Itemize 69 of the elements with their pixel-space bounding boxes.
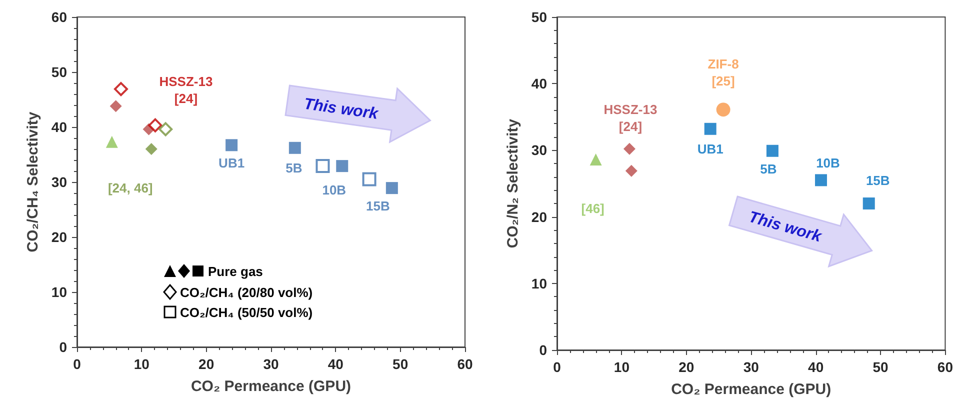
x-tick-label: 10 [134,356,150,372]
point [814,174,826,186]
y-tick-label: 20 [51,229,68,245]
series-label: HSSZ-13 [24] [603,102,657,134]
point [226,139,238,152]
x-tick-label: 40 [808,359,824,375]
y-axis-title: CO₂/N₂ Selectivity [504,118,522,248]
y-tick-label: 40 [530,76,547,92]
y-tick-label: 30 [51,174,68,190]
series-label: ZIF-8 [25] [707,56,738,89]
series-label: 15B [366,198,390,214]
annotation: Pure gas [208,264,263,279]
annotation: This work [746,208,824,246]
point [316,159,330,174]
x-axis-title: CO₂ Permeance (GPU) [190,378,352,395]
point [106,136,118,148]
x-tick-label: 60 [457,356,473,372]
annotation: CO₂/CH₄ (50/50 vol%) [180,305,313,320]
x-axis-title: CO₂ Permeance (GPU) [670,381,831,398]
point [622,142,635,155]
series-label: 15B [865,172,890,188]
point [158,122,173,136]
series-label: [24, 46] [108,180,153,196]
point [704,122,716,135]
point [716,102,730,117]
point [336,160,348,172]
x-tick-label: 0 [552,359,561,375]
point [589,154,602,166]
y-tick-label: 20 [530,208,547,225]
point [862,197,874,210]
x-tick-label: 50 [872,359,888,375]
series-label: 5B [286,160,302,176]
point [288,142,301,154]
text: HSSZ-13 [24] [159,74,213,106]
point [114,82,128,96]
y-tick-label: 10 [530,275,547,292]
point [148,118,162,132]
point [110,100,122,112]
x-tick-label: 10 [613,359,630,375]
annotation: CO₂/CH₄ (20/80 vol%) [180,285,313,300]
series-label: 5B [760,161,776,176]
y-axis-title: CO₂/CH₄ Selectivity [24,111,42,252]
x-tick-label: 40 [328,356,344,372]
series-label: UB1 [696,141,723,156]
text: [46] [580,201,604,216]
point [386,182,398,194]
x-tick-label: 60 [936,359,953,375]
y-tick-label: 40 [51,119,68,135]
y-tick-label: 0 [59,339,68,355]
x-tick-label: 20 [678,359,694,375]
series-label: UB1 [218,156,245,171]
y-tick-label: 30 [530,142,547,158]
point [766,144,778,157]
point [145,143,158,155]
x-tick-label: 0 [73,356,82,372]
y-tick-label: 60 [51,9,68,25]
point [624,164,637,177]
x-tick-label: 20 [198,356,214,372]
y-tick-label: 0 [538,342,547,358]
y-tick-label: 50 [51,64,68,80]
series-label: 10B [816,156,840,171]
x-tick-label: 30 [742,359,759,375]
x-tick-label: 50 [392,356,408,372]
annotation: This work [302,96,380,124]
x-tick-label: 30 [263,356,279,372]
y-tick-label: 10 [51,284,68,300]
y-tick-label: 50 [530,9,547,25]
point [362,172,376,186]
series-label: 10B [322,182,346,198]
